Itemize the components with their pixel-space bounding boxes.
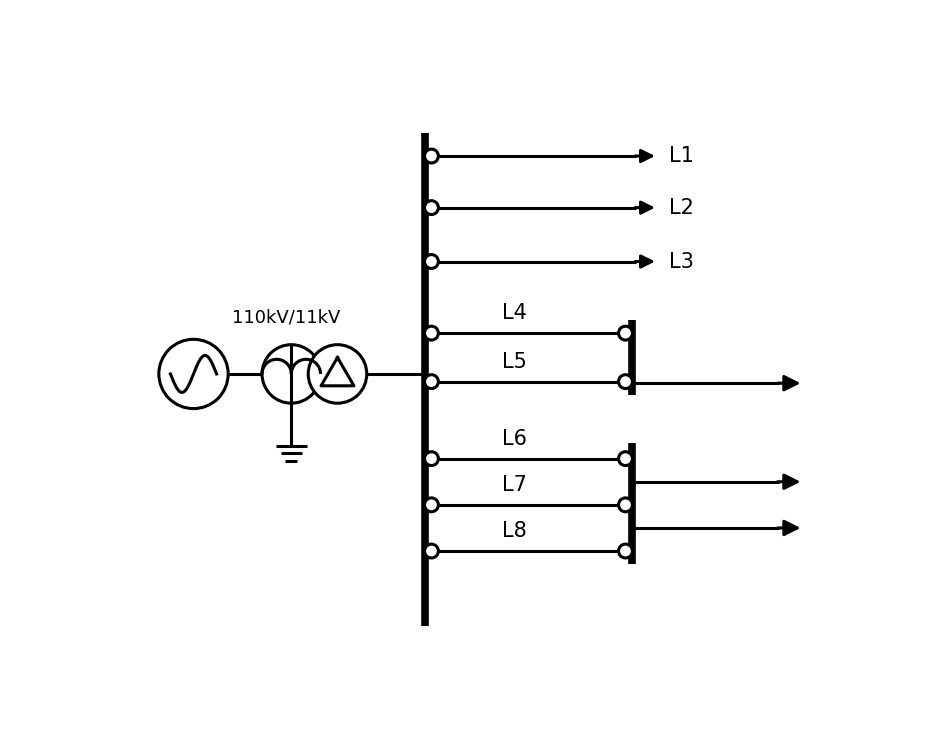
Text: L4: L4 — [501, 303, 527, 323]
Circle shape — [618, 544, 632, 558]
Circle shape — [159, 339, 228, 409]
Circle shape — [425, 452, 438, 465]
Circle shape — [618, 498, 632, 512]
Text: L1: L1 — [668, 146, 694, 166]
Circle shape — [618, 375, 632, 389]
Text: L2: L2 — [668, 197, 694, 217]
Circle shape — [425, 375, 438, 389]
Circle shape — [618, 452, 632, 465]
Text: L8: L8 — [501, 521, 526, 541]
Text: L6: L6 — [501, 429, 527, 449]
Text: L7: L7 — [501, 475, 527, 495]
Circle shape — [425, 498, 438, 512]
Text: L5: L5 — [501, 352, 527, 372]
Text: L3: L3 — [668, 252, 694, 272]
Circle shape — [425, 149, 438, 163]
Circle shape — [425, 255, 438, 269]
Circle shape — [425, 544, 438, 558]
Circle shape — [425, 200, 438, 214]
Circle shape — [309, 345, 367, 403]
Circle shape — [262, 345, 321, 403]
Circle shape — [425, 326, 438, 340]
Circle shape — [618, 326, 632, 340]
Text: 110kV/11kV: 110kV/11kV — [231, 309, 340, 326]
